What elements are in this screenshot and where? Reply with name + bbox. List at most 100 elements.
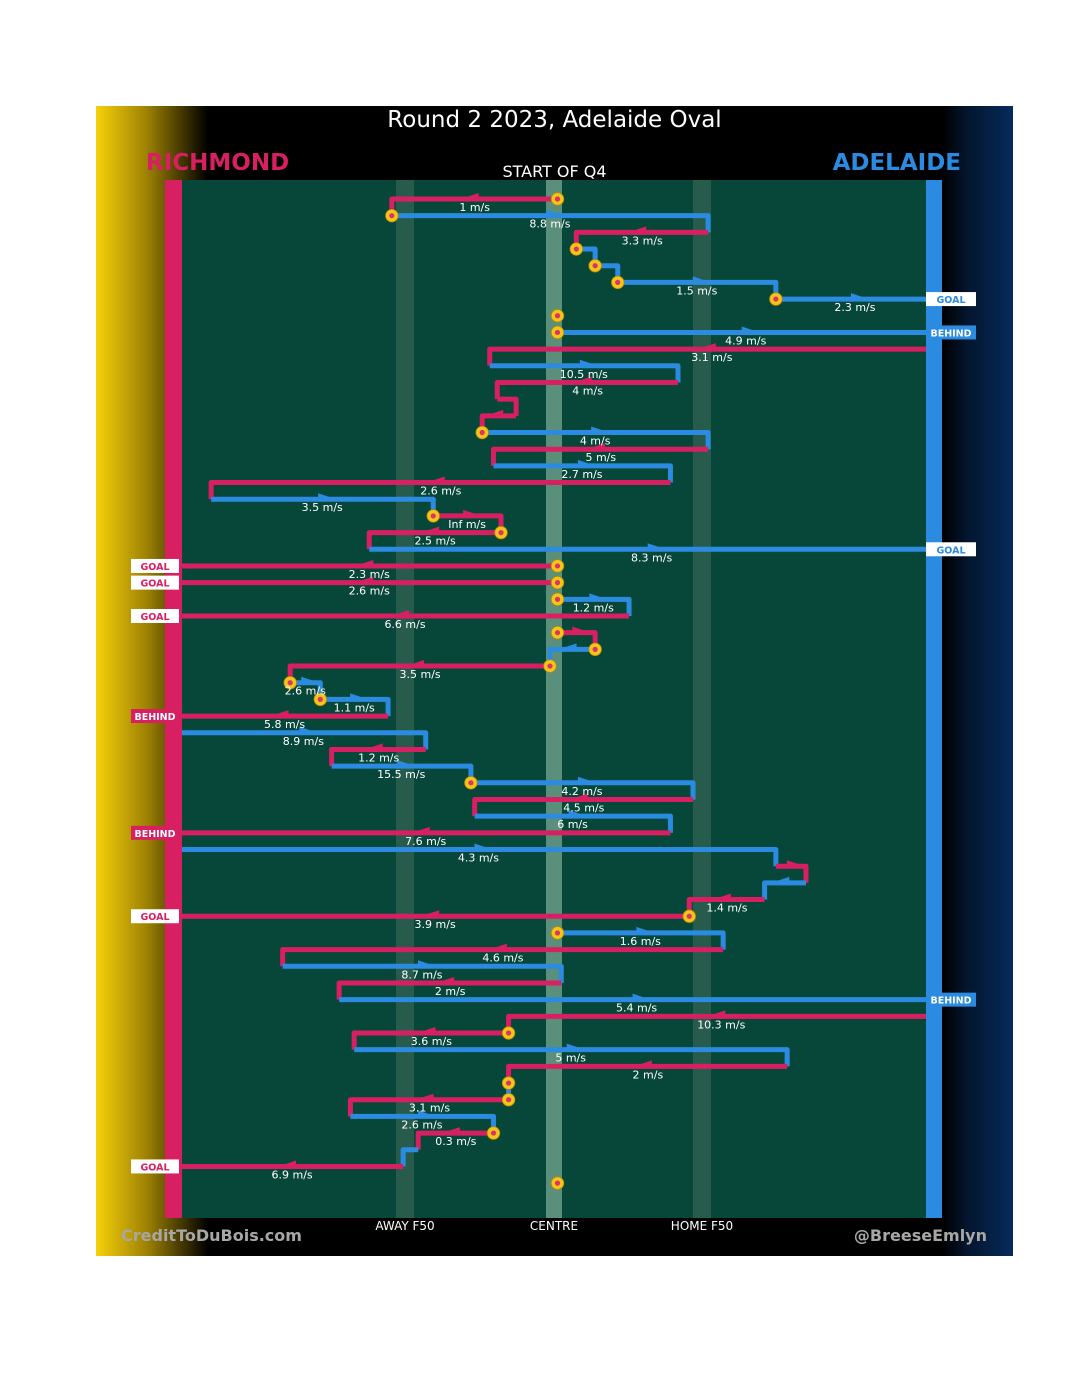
adelaide-goal-line [926, 180, 942, 1218]
richmond-direction-arrow [270, 710, 289, 717]
stoppage-marker-core [505, 1030, 512, 1036]
richmond-chain-segment [487, 346, 934, 366]
adelaide-side-gradient [942, 106, 1013, 1256]
behind-badge-label: BEHIND [930, 328, 971, 339]
adelaide-chain-segment [482, 430, 711, 450]
speed-label: 5.4 m/s [616, 1002, 657, 1015]
speed-label: 5 m/s [585, 451, 616, 464]
adelaide-direction-arrow [558, 643, 577, 650]
speed-label: 8.9 m/s [283, 735, 324, 748]
away-f50-line [396, 180, 414, 1218]
speed-label: 4.6 m/s [482, 952, 523, 965]
richmond-direction-arrow [463, 509, 482, 516]
possession-chain-chart: 1 m/s 8.8 m/s 3.3 m/s 1.5 m/s 2.3 m/s GOAL 4.9… [96, 106, 1013, 1256]
speed-label: 3.1 m/s [409, 1102, 450, 1115]
stoppage-marker-core [686, 913, 692, 919]
richmond-direction-arrow [488, 943, 507, 950]
goal-badge [131, 909, 179, 924]
stoppage-marker-core [317, 696, 323, 703]
richmond-chain-segment [490, 446, 709, 466]
speed-label: 2.6 m/s [285, 685, 326, 698]
chart-title: Round 2 2023, Adelaide Oval [387, 107, 722, 133]
stoppage-marker-core [554, 196, 561, 202]
home-f50-tick-label: HOME F50 [670, 1219, 734, 1233]
adelaide-direction-arrow [692, 276, 711, 283]
richmond-direction-arrow [697, 343, 716, 350]
speed-label: 3.6 m/s [411, 1035, 452, 1048]
adelaide-direction-arrow [350, 693, 369, 700]
goal-badge-label: GOAL [140, 912, 169, 923]
goal-badge [131, 609, 179, 623]
stoppage-marker-core [554, 329, 561, 336]
stoppage-marker-core [479, 429, 485, 436]
goal-badge [131, 575, 179, 590]
stoppage-marker-core [592, 263, 598, 269]
speed-label: 2 m/s [633, 1068, 664, 1081]
behind-badge-label: BEHIND [930, 996, 971, 1007]
richmond-direction-arrow [586, 443, 605, 450]
away-f50-tick-label: AWAY F50 [375, 1219, 435, 1233]
speed-label: 8.3 m/s [631, 551, 672, 564]
goal-badge [926, 292, 976, 307]
adelaide-chain-segment [489, 363, 681, 383]
speed-label: 4.3 m/s [458, 852, 499, 865]
speed-label: 1.2 m/s [573, 601, 614, 614]
stoppage-marker-core [505, 1097, 512, 1103]
speed-label: 5.8 m/s [264, 718, 305, 731]
richmond-chain-segment [472, 796, 694, 817]
speed-label: 4.5 m/s [563, 801, 604, 814]
adelaide-chain-segment [762, 880, 806, 900]
richmond-direction-arrow [417, 1027, 436, 1033]
credit-left: CreditToDuBois.com [121, 1226, 302, 1245]
adelaide-direction-arrow [474, 843, 493, 850]
speed-label: 0.3 m/s [435, 1135, 476, 1148]
adelaide-direction-arrow [566, 1043, 585, 1050]
stoppage-marker-core [554, 580, 561, 586]
richmond-chain-segment [366, 530, 502, 550]
stoppage-marker-core [490, 1130, 497, 1136]
chain-overlay: 1 m/s 8.8 m/s 3.3 m/s 1.5 m/s 2.3 m/s GOAL 4.9… [131, 192, 976, 1190]
adelaide-chain-segment [400, 1147, 419, 1167]
adelaide-direction-arrow [636, 926, 655, 933]
goal-badge-label: GOAL [140, 579, 169, 590]
adelaide-chain-segment [493, 463, 673, 483]
stoppage-marker-core [389, 213, 395, 219]
stoppage-marker-core [554, 313, 561, 319]
richmond-chain-segment [329, 746, 426, 767]
adelaide-direction-arrow [632, 993, 651, 1000]
speed-label: 1.5 m/s [676, 284, 717, 297]
richmond-chain-segment [494, 379, 678, 400]
adelaide-chain-segment [181, 730, 429, 750]
adelaide-chain-segment [181, 847, 779, 867]
goal-badge [926, 542, 976, 557]
adelaide-direction-arrow [647, 543, 666, 550]
richmond-direction-arrow [426, 476, 445, 483]
richmond-direction-arrow [421, 910, 440, 917]
adelaide-direction-arrow [568, 810, 587, 817]
stoppage-marker-core [573, 246, 579, 252]
richmond-direction-arrow [421, 526, 440, 533]
goal-badge-label: GOAL [140, 1162, 169, 1173]
speed-label: 1.6 m/s [620, 935, 661, 948]
adelaide-direction-arrow [417, 960, 436, 967]
stoppage-marker-core [430, 513, 436, 519]
richmond-chain-segment [336, 980, 562, 1000]
chart-poster: 1 m/s 8.8 m/s 3.3 m/s 1.5 m/s 2.3 m/s GOAL 4.9… [96, 106, 1013, 1256]
speed-label: 1.4 m/s [706, 902, 747, 915]
behind-badge [926, 992, 976, 1007]
stoppage-marker-core [554, 1180, 561, 1186]
richmond-direction-arrow [707, 1010, 726, 1017]
goal-badge-label: GOAL [140, 612, 169, 623]
adelaide-direction-arrow [577, 459, 596, 466]
richmond-direction-arrow [278, 1160, 297, 1167]
richmond-chain-segment [280, 947, 724, 967]
home-f50-line [693, 180, 711, 1218]
behind-badge [131, 825, 179, 840]
speed-label: 1.2 m/s [358, 751, 399, 764]
richmond-direction-arrow [364, 743, 383, 750]
richmond-chain-segment [208, 480, 671, 500]
speed-label: 2.5 m/s [415, 535, 456, 548]
speed-label: 7.6 m/s [405, 835, 446, 848]
speed-label: 10.3 m/s [697, 1018, 745, 1031]
adelaide-direction-arrow [579, 359, 598, 366]
